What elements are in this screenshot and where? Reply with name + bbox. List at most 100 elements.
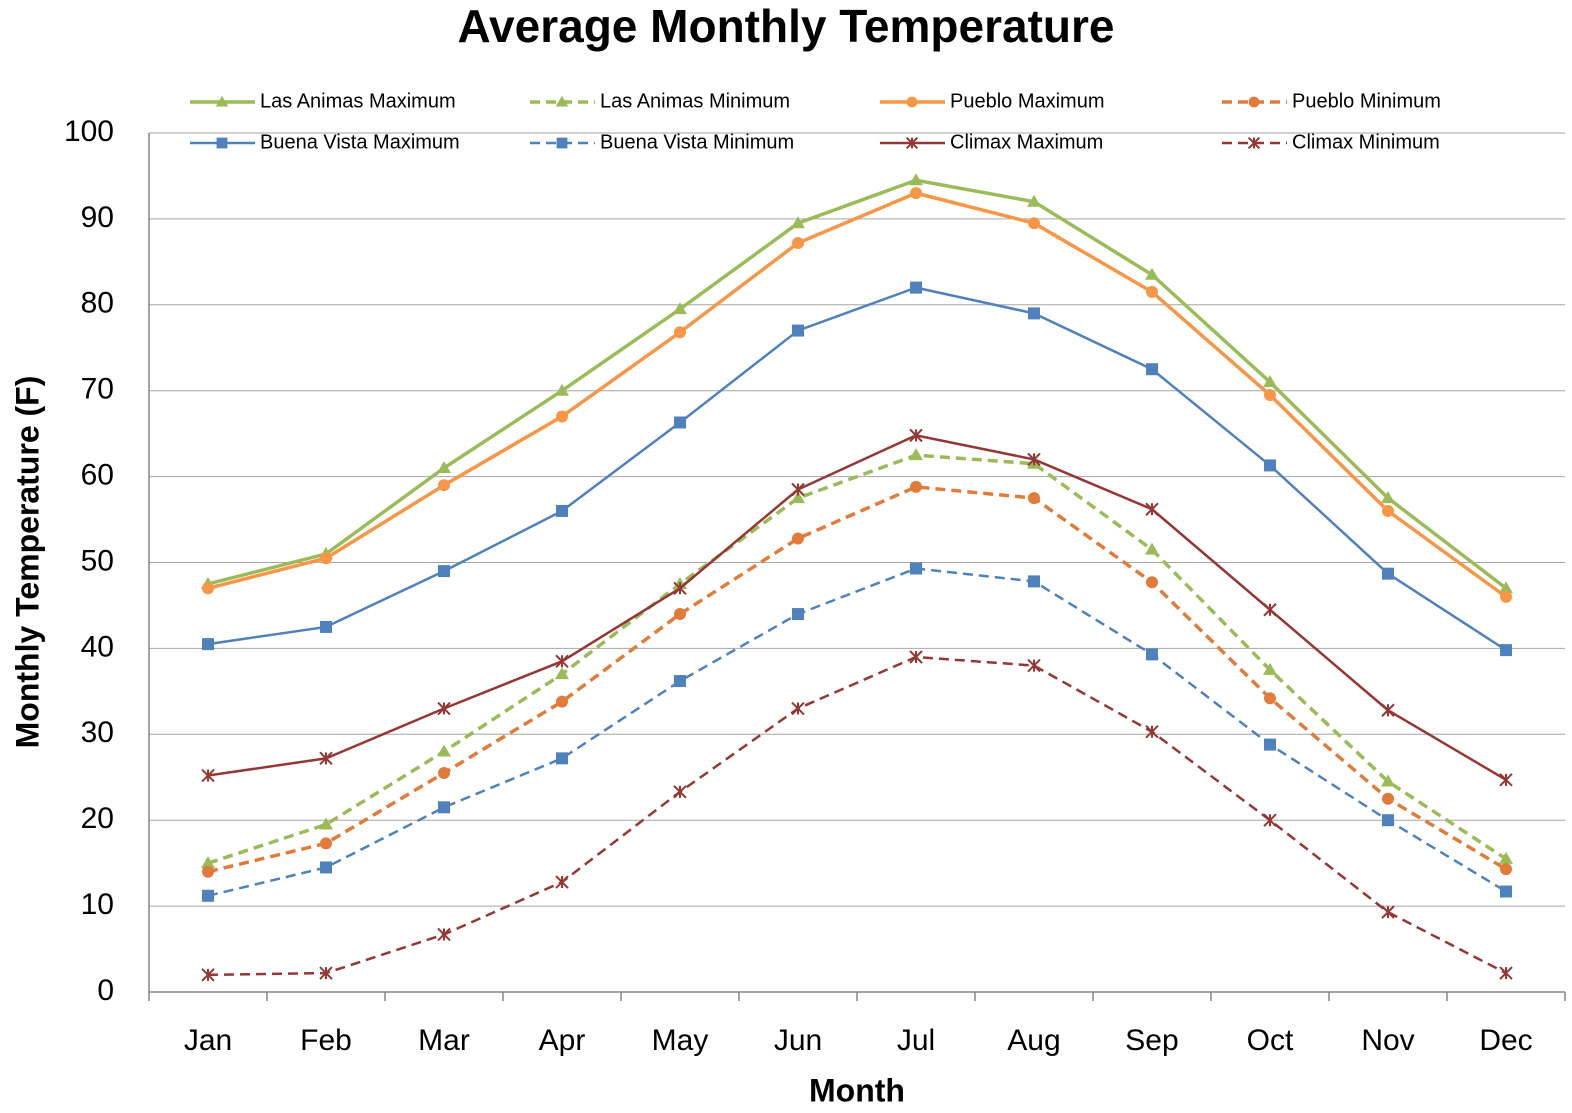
marker xyxy=(202,889,214,902)
marker xyxy=(437,461,451,474)
marker xyxy=(792,532,804,545)
series-line xyxy=(207,655,1507,977)
marker xyxy=(202,582,214,595)
marker xyxy=(555,383,569,396)
legend-label: Pueblo Minimum xyxy=(1292,90,1441,112)
marker xyxy=(555,667,569,680)
marker xyxy=(1382,792,1394,805)
marker xyxy=(1027,658,1041,673)
marker xyxy=(1500,863,1512,876)
marker xyxy=(674,608,686,621)
marker xyxy=(437,744,451,757)
marker xyxy=(1381,905,1395,919)
marker xyxy=(201,856,215,869)
y-tick-label: 70 xyxy=(81,373,114,406)
legend-label: Las Animas Maximum xyxy=(260,90,456,112)
marker xyxy=(1382,814,1394,827)
x-tick-label: Nov xyxy=(1361,1024,1414,1057)
marker xyxy=(556,410,568,423)
marker xyxy=(1499,966,1513,980)
series-line xyxy=(207,567,1507,898)
x-tick-label: Sep xyxy=(1125,1024,1178,1057)
legend-label: Las Animas Minimum xyxy=(600,90,790,112)
marker xyxy=(320,620,332,633)
marker xyxy=(320,861,332,874)
marker xyxy=(906,96,918,108)
marker xyxy=(909,428,923,443)
marker xyxy=(1263,375,1277,388)
marker xyxy=(1146,285,1158,298)
y-tick-label: 50 xyxy=(81,544,114,577)
marker xyxy=(1500,644,1512,657)
marker xyxy=(792,608,804,621)
series-line xyxy=(207,191,1508,599)
x-tick-label: Oct xyxy=(1247,1024,1294,1057)
marker xyxy=(674,326,686,339)
marker xyxy=(1146,363,1158,376)
x-tick-label: Jan xyxy=(184,1024,232,1057)
marker xyxy=(320,837,332,850)
x-tick-label: Jul xyxy=(897,1024,935,1057)
series-line xyxy=(207,485,1507,874)
marker xyxy=(437,927,451,942)
marker xyxy=(1028,307,1040,320)
marker xyxy=(1145,725,1159,739)
marker xyxy=(1247,136,1261,150)
marker xyxy=(555,875,569,889)
marker xyxy=(1028,492,1040,505)
x-tick-label: Jun xyxy=(774,1024,822,1057)
legend-label: Buena Vista Minimum xyxy=(600,131,794,153)
marker xyxy=(1145,542,1159,555)
marker xyxy=(556,137,568,149)
marker xyxy=(1382,567,1394,580)
marker xyxy=(1145,267,1159,280)
marker xyxy=(1263,813,1277,827)
series-line xyxy=(207,286,1507,652)
legend-label: Climax Maximum xyxy=(950,131,1103,153)
marker xyxy=(1146,576,1158,589)
marker xyxy=(1381,703,1395,717)
y-tick-label: 90 xyxy=(81,201,114,234)
marker xyxy=(1263,662,1277,675)
marker xyxy=(556,504,568,517)
marker xyxy=(791,701,805,716)
marker xyxy=(438,801,450,814)
marker xyxy=(215,95,229,107)
marker xyxy=(1263,603,1277,617)
marker xyxy=(1500,590,1512,603)
x-tick-label: May xyxy=(652,1024,709,1057)
marker xyxy=(1264,738,1276,751)
marker xyxy=(910,187,922,200)
marker xyxy=(910,281,922,294)
y-axis-label: Monthly Temperature (F) xyxy=(9,376,45,749)
marker xyxy=(1028,217,1040,230)
marker xyxy=(1500,885,1512,898)
marker xyxy=(1027,194,1041,207)
x-tick-label: Dec xyxy=(1479,1024,1532,1057)
marker xyxy=(438,479,450,492)
marker xyxy=(910,562,922,575)
marker xyxy=(1381,491,1395,504)
marker xyxy=(1145,502,1159,516)
marker xyxy=(1248,96,1260,108)
y-tick-label: 80 xyxy=(81,287,114,320)
marker xyxy=(1264,459,1276,472)
marker xyxy=(674,675,686,688)
legend-label: Buena Vista Maximum xyxy=(260,131,460,153)
x-axis-label: Month xyxy=(809,1072,905,1108)
marker xyxy=(1264,692,1276,705)
y-tick-label: 20 xyxy=(81,802,114,835)
marker xyxy=(319,966,333,980)
marker xyxy=(1027,452,1041,467)
marker xyxy=(673,581,687,595)
y-tick-label: 40 xyxy=(81,630,114,663)
y-tick-label: 100 xyxy=(64,115,114,148)
y-tick-label: 0 xyxy=(97,974,114,1007)
x-tick-label: Apr xyxy=(539,1024,586,1057)
x-tick-label: Aug xyxy=(1007,1024,1060,1057)
series-line xyxy=(207,453,1507,865)
legend-label: Pueblo Maximum xyxy=(950,90,1105,112)
marker xyxy=(555,654,569,668)
marker xyxy=(673,302,687,315)
marker xyxy=(201,968,215,982)
